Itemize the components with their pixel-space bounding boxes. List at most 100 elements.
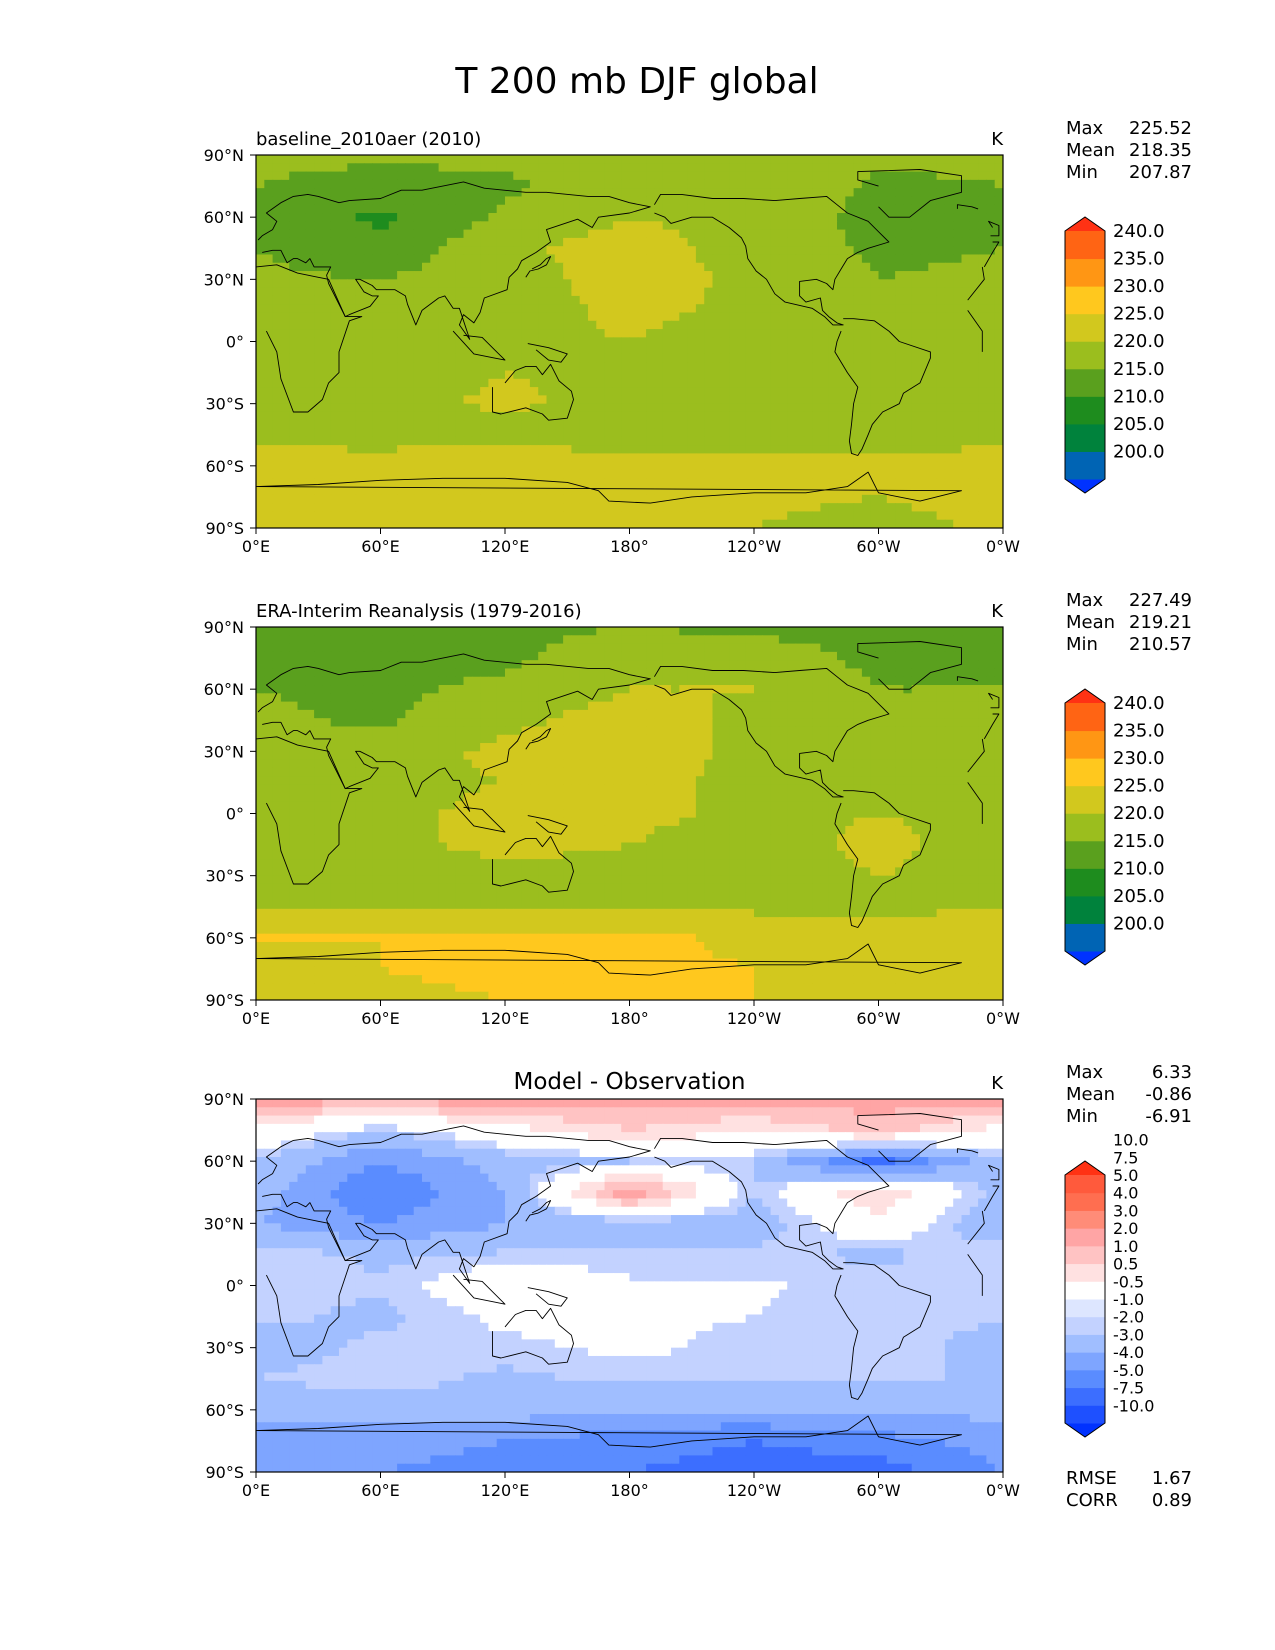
heatmap-cell (778, 246, 788, 256)
heatmap-cell (380, 271, 390, 280)
heatmap-cell (438, 345, 448, 355)
heatmap-cell (339, 668, 348, 678)
heatmap-cell (762, 370, 772, 380)
heatmap-cell (637, 445, 647, 454)
heatmap-cell (895, 403, 904, 413)
heatmap-cell (853, 337, 863, 347)
heatmap-cell (795, 660, 805, 670)
heatmap-cell (662, 478, 672, 488)
heatmap-cell (853, 271, 863, 280)
heatmap-cell (305, 428, 315, 438)
heatmap-cell (845, 651, 855, 661)
heatmap-cell (961, 246, 971, 256)
heatmap-cell (256, 353, 265, 363)
heatmap-cell (886, 295, 896, 305)
heatmap-cell (745, 395, 755, 405)
heatmap-cell (695, 478, 705, 488)
heatmap-cell (471, 420, 481, 430)
heatmap-cell (413, 403, 423, 413)
heatmap-cell (936, 668, 946, 678)
heatmap-cell (571, 403, 581, 413)
heatmap-cell (828, 213, 838, 222)
heatmap-cell (264, 262, 274, 272)
heatmap-cell (314, 627, 323, 636)
heatmap-cell (629, 478, 639, 488)
heatmap-cell (695, 304, 705, 314)
heatmap-cell (471, 229, 481, 239)
heatmap-cell (339, 461, 348, 471)
heatmap-cell (563, 221, 572, 231)
heatmap-cell (430, 461, 440, 471)
heatmap-cell (986, 651, 996, 661)
heatmap-cell (803, 237, 813, 247)
heatmap-cell (430, 395, 440, 405)
heatmap-cell (563, 271, 572, 280)
heatmap-cell (961, 453, 971, 463)
heatmap-cell (853, 387, 863, 396)
heatmap-cell (895, 246, 904, 256)
heatmap-cell (496, 453, 506, 463)
heatmap-cell (803, 163, 813, 173)
heatmap-cell (397, 221, 406, 231)
heatmap-cell (969, 279, 979, 289)
heatmap-cell (488, 519, 498, 528)
heatmap-cell (621, 651, 631, 661)
heatmap-cell (405, 676, 415, 686)
heatmap-cell (579, 627, 589, 636)
heatmap-cell (322, 345, 332, 355)
coastline (256, 264, 985, 413)
heatmap-cell (529, 519, 539, 528)
heatmap-cell (513, 411, 523, 421)
heatmap-cell (679, 312, 689, 322)
heatmap-cell (845, 237, 855, 247)
heatmap-cell (662, 213, 672, 222)
heatmap-cell (413, 494, 423, 504)
heatmap-cell (314, 668, 323, 678)
heatmap-cell (895, 668, 904, 678)
heatmap-cell (480, 676, 489, 686)
heatmap-cell (463, 486, 473, 496)
heatmap-cell (372, 378, 382, 388)
heatmap-cell (828, 337, 838, 347)
heatmap-cell (538, 329, 548, 338)
heatmap-cell (737, 420, 747, 430)
heatmap-cell (289, 651, 299, 661)
heatmap-cell (903, 411, 913, 421)
heatmap-cell (347, 519, 357, 528)
heatmap-cell (455, 453, 465, 463)
heatmap-cell (787, 436, 797, 446)
heatmap-cell (529, 204, 539, 214)
heatmap-cell (264, 337, 274, 347)
heatmap-cell (671, 469, 680, 479)
heatmap-cell (339, 411, 348, 421)
heatmap-cell (422, 345, 431, 355)
heatmap-cell (679, 304, 689, 314)
heatmap-cell (256, 295, 265, 305)
heatmap-cell (563, 370, 572, 380)
heatmap-cell (388, 188, 398, 198)
heatmap-cell (978, 453, 987, 463)
heatmap-cell (322, 676, 332, 686)
heatmap-cell (679, 221, 689, 231)
heatmap-cell (936, 503, 946, 513)
heatmap-cell (853, 295, 863, 305)
heatmap-cell (812, 370, 821, 380)
heatmap-cell (347, 461, 357, 471)
heatmap-cell (529, 312, 539, 322)
heatmap-cell (330, 486, 340, 496)
heatmap-cell (496, 685, 506, 694)
heatmap-cell (388, 461, 398, 471)
heatmap-cell (704, 469, 714, 479)
heatmap-cell (969, 196, 979, 206)
heatmap-cell (895, 271, 904, 280)
heatmap-cell (969, 503, 979, 513)
heatmap-cell (612, 271, 622, 280)
heatmap-cell (795, 668, 805, 678)
heatmap-cell (347, 279, 357, 289)
heatmap-cell (754, 320, 763, 330)
heatmap-cell (430, 171, 440, 181)
heatmap-cell (828, 179, 838, 189)
heatmap-cell (480, 643, 489, 653)
heatmap-cell (563, 254, 572, 264)
heatmap-cell (455, 693, 465, 703)
